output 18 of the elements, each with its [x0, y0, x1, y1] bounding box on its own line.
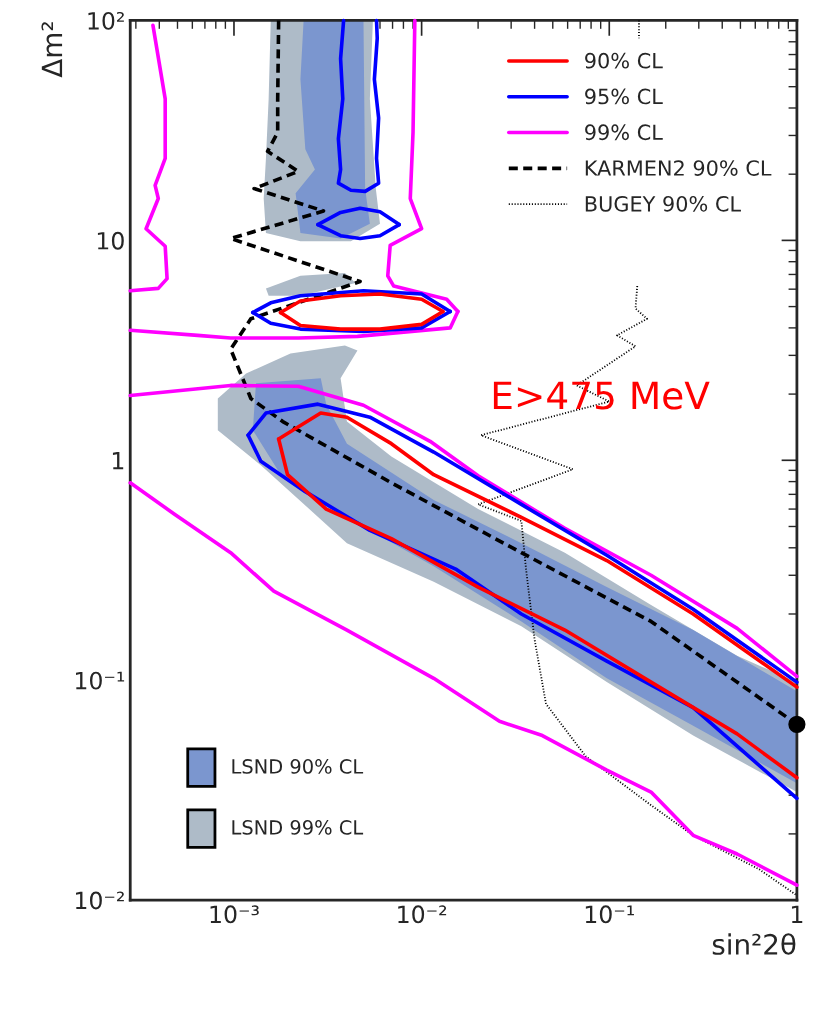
y-tick-label: 10²	[88, 11, 124, 30]
legend-label: LSND 99% CL	[232, 820, 364, 835]
legend-label: 99% CL	[585, 124, 663, 141]
legend-label: 90% CL	[585, 52, 663, 69]
legend-label: BUGEY 90% CL	[585, 195, 741, 212]
x-tick-label: 10⁻²	[398, 905, 447, 924]
legend-label: 95% CL	[585, 88, 663, 105]
x-axis-title: sin²2θ	[712, 933, 796, 955]
x-tick-label: 1	[791, 905, 803, 923]
y-tick-label: 10⁻¹	[76, 671, 125, 690]
y-tick-label: 10⁻²	[76, 891, 124, 910]
legend-label: KARMEN2 90% CL	[585, 160, 772, 176]
x-tick-label: 10⁻¹	[585, 905, 634, 924]
legend-label: LSND 90% CL	[232, 759, 364, 774]
x-tick-label: 10⁻³	[210, 905, 259, 924]
y-tick-label: 1	[112, 452, 124, 470]
y-tick-label: 10	[97, 231, 124, 250]
y-axis-title: Δm²	[41, 22, 63, 78]
